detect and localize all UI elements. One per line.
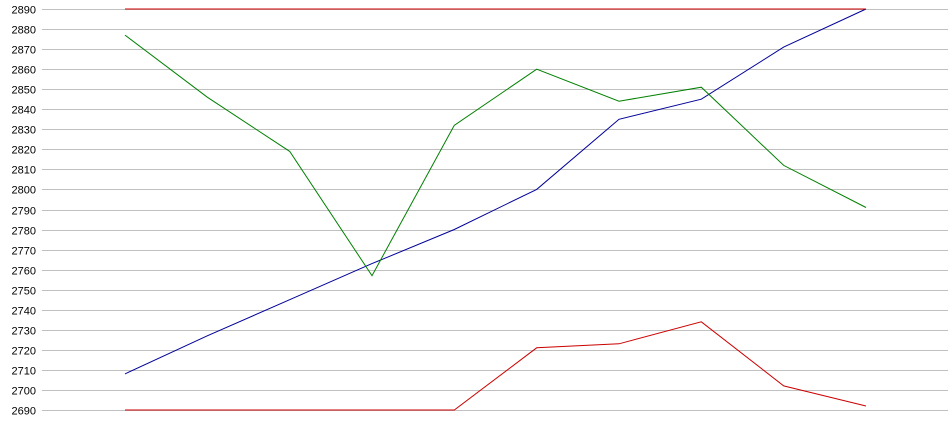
y-tick-label: 2790 [12, 206, 36, 218]
y-tick-label: 2850 [12, 85, 36, 97]
y-tick-label: 2870 [12, 45, 36, 57]
y-tick-label: 2810 [12, 165, 36, 177]
gridlines [42, 9, 948, 411]
y-tick-label: 2740 [12, 306, 36, 318]
y-tick-label: 2730 [12, 326, 36, 338]
y-tick-label: 2690 [12, 406, 36, 418]
y-tick-label: 2890 [12, 5, 36, 17]
y-tick-label: 2720 [12, 346, 36, 358]
y-tick-label: 2860 [12, 65, 36, 77]
y-tick-label: 2750 [12, 286, 36, 298]
y-tick-label: 2880 [12, 25, 36, 37]
y-tick-label: 2820 [12, 145, 36, 157]
y-tick-label: 2710 [12, 366, 36, 378]
y-tick-label: 2700 [12, 386, 36, 398]
y-tick-label: 2830 [12, 125, 36, 137]
y-tick-label: 2840 [12, 105, 36, 117]
series-lines [124, 8, 867, 411]
series-line-4 [125, 321, 867, 411]
y-tick-label: 2780 [12, 226, 36, 238]
y-tick-label: 2760 [12, 266, 36, 278]
y-axis-tick-labels: 2690 2700 2710 2720 2730 2740 2750 2760 2770 2780… [12, 5, 36, 418]
series-line-2 [124, 34, 867, 277]
y-tick-label: 2800 [12, 185, 36, 197]
y-tick-label: 2770 [12, 246, 36, 258]
series-line-1 [124, 8, 867, 375]
